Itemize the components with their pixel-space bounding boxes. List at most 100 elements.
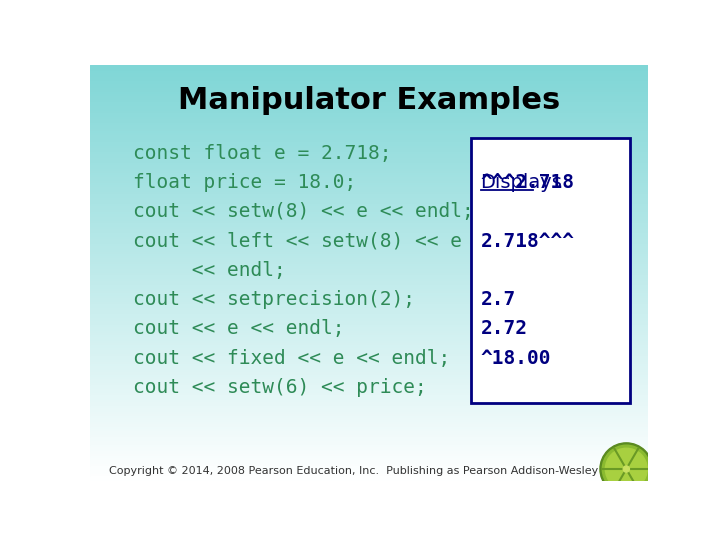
- Bar: [90, 271, 648, 273]
- Bar: [90, 312, 648, 314]
- Bar: [90, 241, 648, 244]
- Bar: [90, 439, 648, 441]
- Bar: [90, 354, 648, 356]
- Bar: [90, 422, 648, 424]
- Bar: [90, 273, 648, 275]
- Bar: [90, 198, 648, 200]
- Bar: [90, 121, 648, 123]
- Bar: [90, 321, 648, 322]
- Bar: [90, 302, 648, 304]
- Bar: [90, 389, 648, 391]
- Bar: [90, 167, 648, 168]
- Bar: [90, 408, 648, 410]
- Text: cout << setw(8) << e << endl;: cout << setw(8) << e << endl;: [132, 202, 473, 221]
- Bar: [90, 470, 648, 472]
- Bar: [90, 327, 648, 329]
- Bar: [90, 458, 648, 460]
- Bar: [90, 414, 648, 416]
- Bar: [90, 277, 648, 279]
- Bar: [90, 381, 648, 383]
- Bar: [90, 127, 648, 129]
- Text: Displays: Displays: [481, 173, 562, 192]
- Bar: [90, 185, 648, 187]
- Bar: [90, 395, 648, 397]
- Bar: [90, 196, 648, 198]
- Bar: [90, 65, 648, 67]
- Bar: [90, 368, 648, 370]
- Bar: [90, 285, 648, 287]
- Bar: [90, 339, 648, 341]
- Bar: [90, 319, 648, 321]
- Bar: [90, 441, 648, 443]
- Bar: [90, 67, 648, 69]
- Bar: [90, 82, 648, 84]
- Bar: [90, 183, 648, 185]
- Bar: [90, 468, 648, 470]
- Bar: [90, 96, 648, 98]
- Bar: [90, 125, 648, 127]
- Bar: [90, 298, 648, 300]
- Bar: [90, 131, 648, 133]
- Bar: [90, 140, 648, 141]
- Text: Manipulator Examples: Manipulator Examples: [178, 86, 560, 116]
- Text: const float e = 2.718;: const float e = 2.718;: [132, 144, 391, 163]
- Bar: [90, 300, 648, 302]
- Bar: [90, 412, 648, 414]
- Bar: [90, 476, 648, 478]
- Bar: [90, 308, 648, 310]
- Bar: [90, 292, 648, 294]
- Bar: [90, 474, 648, 476]
- Bar: [90, 322, 648, 325]
- Bar: [90, 152, 648, 154]
- Bar: [90, 123, 648, 125]
- Bar: [90, 233, 648, 235]
- Bar: [90, 418, 648, 420]
- Bar: [90, 235, 648, 238]
- Text: cout << fixed << e << endl;: cout << fixed << e << endl;: [132, 349, 450, 368]
- Bar: [90, 383, 648, 385]
- Bar: [90, 106, 648, 109]
- Bar: [90, 181, 648, 183]
- Bar: [90, 333, 648, 335]
- Bar: [90, 156, 648, 158]
- Bar: [90, 141, 648, 144]
- Bar: [90, 114, 648, 117]
- Bar: [90, 310, 648, 312]
- Bar: [90, 221, 648, 223]
- Bar: [90, 84, 648, 85]
- Bar: [90, 252, 648, 254]
- Bar: [90, 266, 648, 268]
- Bar: [90, 113, 648, 114]
- Text: cout << setw(6) << price;: cout << setw(6) << price;: [132, 378, 426, 397]
- Text: << endl;: << endl;: [132, 261, 285, 280]
- Bar: [90, 175, 648, 177]
- Bar: [90, 246, 648, 248]
- Bar: [90, 90, 648, 92]
- Bar: [90, 69, 648, 71]
- Bar: [90, 325, 648, 327]
- Bar: [90, 391, 648, 393]
- Bar: [90, 109, 648, 111]
- Bar: [90, 268, 648, 271]
- Bar: [90, 385, 648, 387]
- Bar: [90, 192, 648, 194]
- Bar: [90, 200, 648, 202]
- Bar: [90, 366, 648, 368]
- Bar: [90, 187, 648, 190]
- Bar: [90, 250, 648, 252]
- Bar: [90, 173, 648, 175]
- Bar: [90, 223, 648, 225]
- Bar: [90, 478, 648, 481]
- Bar: [90, 217, 648, 219]
- Bar: [90, 238, 648, 239]
- Bar: [90, 71, 648, 73]
- Bar: [90, 281, 648, 283]
- Bar: [90, 431, 648, 433]
- Bar: [90, 229, 648, 231]
- Bar: [90, 206, 648, 208]
- Bar: [90, 163, 648, 165]
- Text: 2.72: 2.72: [481, 320, 528, 339]
- Bar: [90, 337, 648, 339]
- Bar: [90, 94, 648, 96]
- Bar: [90, 179, 648, 181]
